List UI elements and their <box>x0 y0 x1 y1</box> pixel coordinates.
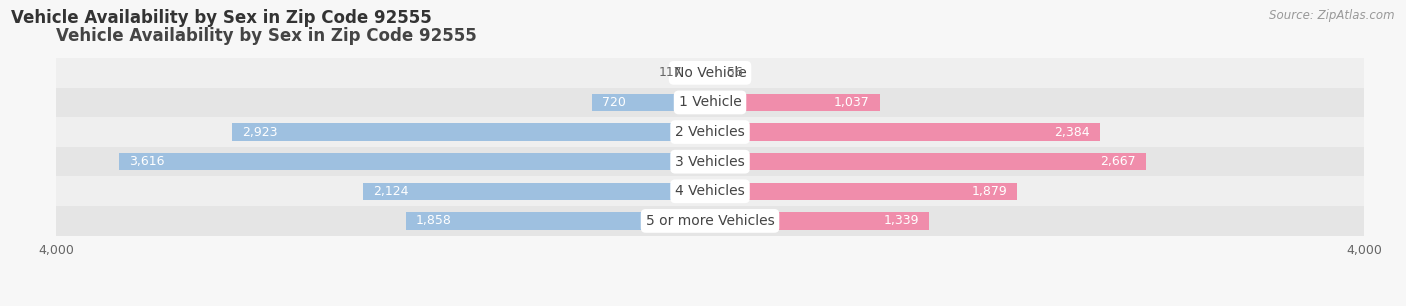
Text: 1,037: 1,037 <box>834 96 870 109</box>
Text: 117: 117 <box>659 66 683 79</box>
Bar <box>56 206 1364 236</box>
Bar <box>56 177 1364 206</box>
Bar <box>56 117 1364 147</box>
Text: 2 Vehicles: 2 Vehicles <box>675 125 745 139</box>
Text: 720: 720 <box>602 96 626 109</box>
Bar <box>710 212 929 230</box>
Bar <box>690 64 710 81</box>
Text: 1,879: 1,879 <box>972 185 1007 198</box>
Bar <box>56 58 1364 88</box>
Text: 3,616: 3,616 <box>129 155 165 168</box>
Bar <box>56 88 1364 117</box>
Bar <box>592 94 710 111</box>
Bar <box>406 212 710 230</box>
Text: 5 or more Vehicles: 5 or more Vehicles <box>645 214 775 228</box>
Bar <box>710 64 720 81</box>
Text: 1 Vehicle: 1 Vehicle <box>679 95 741 110</box>
Bar <box>710 94 880 111</box>
Bar <box>232 124 710 141</box>
Bar <box>120 153 710 170</box>
Text: 56: 56 <box>727 66 744 79</box>
Bar <box>710 183 1017 200</box>
Text: 2,384: 2,384 <box>1054 125 1090 139</box>
Text: 2,923: 2,923 <box>242 125 277 139</box>
Legend: Male, Female: Male, Female <box>636 305 785 306</box>
Text: No Vehicle: No Vehicle <box>673 66 747 80</box>
Bar <box>363 183 710 200</box>
Text: Vehicle Availability by Sex in Zip Code 92555: Vehicle Availability by Sex in Zip Code … <box>56 27 477 45</box>
Text: 2,124: 2,124 <box>373 185 408 198</box>
Bar <box>56 147 1364 177</box>
Bar <box>710 124 1099 141</box>
Text: Source: ZipAtlas.com: Source: ZipAtlas.com <box>1270 9 1395 22</box>
Text: 2,667: 2,667 <box>1101 155 1136 168</box>
Text: 1,339: 1,339 <box>883 215 920 227</box>
Text: 3 Vehicles: 3 Vehicles <box>675 155 745 169</box>
Text: Vehicle Availability by Sex in Zip Code 92555: Vehicle Availability by Sex in Zip Code … <box>11 9 432 27</box>
Text: 1,858: 1,858 <box>416 215 451 227</box>
Text: 4 Vehicles: 4 Vehicles <box>675 184 745 198</box>
Bar <box>710 153 1146 170</box>
